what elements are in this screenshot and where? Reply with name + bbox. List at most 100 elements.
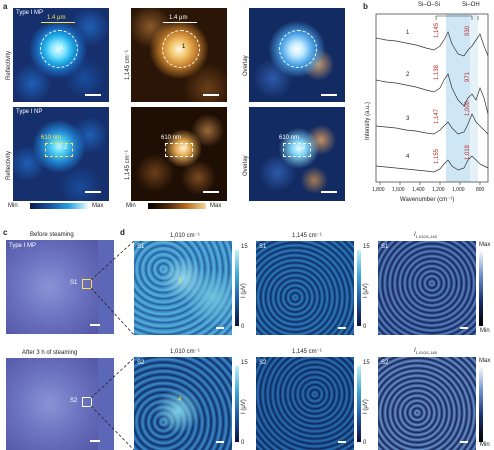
d-row1-col2-title: 1,145 cm⁻¹ (292, 233, 322, 239)
d-row2-map-1145: S2 (256, 357, 354, 450)
panel-letter-c: c (3, 228, 8, 237)
d-row2-cbar2-top: 15 (363, 360, 370, 366)
a-colorbar-brown-min: Min (126, 203, 136, 209)
a-row1-size-line (41, 22, 75, 23)
c-bottom-background-edge (98, 358, 114, 450)
d-row2-cbar-bottom: 0 (241, 440, 245, 446)
d-row1-cbar3-bottom: Min (480, 328, 490, 334)
b-axes-frame (375, 13, 489, 183)
a-row1-reflectivity-image: Type I MP 1.4 μm 1 (13, 8, 109, 102)
d-row2-map-1010: S2 4 (134, 357, 232, 450)
c-bottom-optical-image: S2 (6, 358, 114, 450)
d-row1-cbar2-bottom: 0 (363, 324, 367, 330)
d-row2-colorbar-3 (479, 366, 483, 442)
d-row1-cbar2-top: 15 (363, 244, 370, 250)
d-row1-colorbar-3 (479, 250, 483, 326)
d-row2-scalebar-1 (216, 441, 224, 443)
d-row2-col2-title: 1,145 cm⁻¹ (292, 349, 322, 355)
b-spectrum-1 (375, 31, 489, 57)
a-row1-raman-size-label: 1.4 μm (169, 15, 188, 21)
a-row2-box (45, 143, 73, 157)
b-spectrum-2 (375, 73, 489, 115)
b-xtick-label-5: 800 (476, 187, 485, 193)
d-row1-scalebar-1 (216, 327, 224, 329)
d-row1-scalebar-2 (338, 327, 346, 329)
b-xlabel: Wavenumber (cm⁻¹) (400, 197, 455, 203)
zoom-line-bottom-1 (90, 357, 135, 399)
c-top-background-edge (98, 240, 114, 334)
a-colorbar-blue (30, 203, 88, 209)
a-row2-raman-scalebar (203, 191, 219, 193)
c-top-title: Before steaming (30, 232, 74, 238)
a-row2-overlay-marker: 2 (302, 145, 306, 151)
a-row1-raman-scalebar (203, 94, 219, 96)
d-row2-cbar2-label: I (μV) (363, 399, 369, 414)
a-colorbar-brown-max: Max (210, 203, 222, 209)
d-row2-cbar3-top: Max (479, 358, 491, 364)
c-bottom-scalebar (90, 440, 100, 442)
a-row2-raman-size-label: 610 nm (161, 135, 182, 141)
d-row2-scalebar-2 (338, 441, 346, 443)
d-row2-col3-title-i: I (414, 348, 416, 354)
b-xtick-label-1: 1,600 (392, 187, 405, 193)
a-row1-raman-marker: 1 (182, 44, 186, 50)
zoom-line-top-2 (90, 287, 135, 336)
d-row1-map-ratio: S1 (378, 241, 476, 335)
a-row2-marker: 2 (64, 145, 68, 151)
d-row1-map-1145: S1 (256, 241, 354, 335)
d-row1-cbar-label: I (μV) (241, 283, 247, 298)
d-row2-col1-title: 1,010 cm⁻¹ (170, 349, 200, 355)
b-spectrum-label-4: 4 (406, 154, 410, 160)
b-xtick-label-4: 1,000 (452, 187, 465, 193)
d-row2-cbar3-bottom: Min (480, 442, 490, 448)
d-row1-col2-tag: S1 (259, 244, 267, 250)
a-row1-overlay-scalebar (321, 94, 337, 96)
a-row1-overlay-circle (279, 30, 317, 68)
d-row1-cbar-top: 15 (241, 244, 248, 250)
b-spectrum-label-3: 3 (406, 116, 410, 122)
d-row2-col3-title: I1,010/1,145 (414, 348, 437, 355)
b-annotation-right: Si–OH (462, 2, 480, 8)
a-row1-scalebar (85, 94, 101, 96)
d-row1-col3-tag: S1 (381, 244, 389, 250)
d-row1-colorbar (235, 250, 239, 326)
a-row2-raman-marker: 2 (184, 145, 188, 151)
c-top-box (82, 279, 92, 289)
b-xtick-label-2: 1,400 (412, 187, 425, 193)
a-row1-raman-size-line (163, 22, 197, 23)
a-row2-reflectivity-image: Type I NP 610 nm 2 (13, 107, 109, 201)
d-row1-cbar2-label: I (μV) (363, 283, 369, 298)
d-row1-col3-title-i: I (414, 232, 416, 238)
d-row2-col2-tag: S2 (259, 360, 267, 366)
a-row1-raman-circle (162, 30, 200, 68)
b-spectra-plot (375, 13, 489, 185)
b-xtick-label-3: 1,200 (432, 187, 445, 193)
d-row1-colorbar-2 (357, 250, 361, 326)
b-shade-sio-si (446, 14, 470, 182)
b-shade-si-oh (470, 14, 478, 182)
a-colorbar-brown (148, 203, 206, 209)
a-row2-overlay-size-label: 610 nm (279, 135, 300, 141)
d-row1-tag: S1 (137, 244, 145, 250)
zoom-line-top-1 (90, 240, 135, 281)
a-row2-overlay-box (283, 143, 311, 157)
b-spectrum-label-1: 1 (406, 30, 410, 36)
b-spectrum-label-2: 2 (406, 72, 410, 78)
c-top-box-label: S1 (70, 280, 78, 286)
a-row2-scalebar (85, 191, 101, 193)
c-bottom-box (82, 397, 92, 407)
c-bottom-box-label: S2 (70, 398, 78, 404)
d-row1-col3-title-sub: 1,010/1,145 (415, 234, 437, 240)
a-row2-raman-box (165, 143, 193, 157)
d-row2-cbar-top: 15 (241, 360, 248, 366)
d-row1-marker: 3 (178, 279, 182, 285)
c-top-scalebar (90, 324, 100, 326)
a-row2-overlay-scalebar (321, 191, 337, 193)
a-row2-size-label: 610 nm (41, 135, 62, 141)
a-row1-marker: 1 (60, 45, 64, 51)
d-row1-map-1010: S1 3 (134, 241, 232, 335)
b-annotation-left: Si–O–Si (418, 2, 441, 8)
d-row2-cbar-label: I (μV) (241, 399, 247, 414)
d-row1-cbar3-top: Max (479, 242, 491, 248)
